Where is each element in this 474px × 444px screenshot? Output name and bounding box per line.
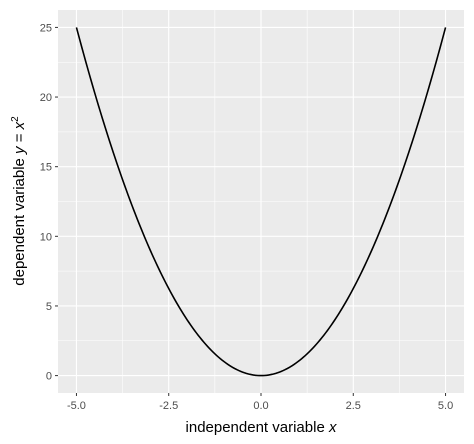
y-axis-title-var: y bbox=[11, 145, 28, 155]
x-tick-label: 5.0 bbox=[438, 400, 453, 412]
x-tick-label: 0.0 bbox=[253, 400, 268, 412]
y-tick-label: 0 bbox=[46, 371, 52, 383]
y-axis-title: dependent variable y = x2 bbox=[10, 116, 28, 286]
x-tick-label: -2.5 bbox=[159, 400, 178, 412]
x-axis-title-text: independent variable bbox=[186, 419, 329, 436]
y-tick-label: 10 bbox=[40, 231, 52, 243]
x-axis-title-var: x bbox=[328, 419, 337, 436]
y-tick-label: 15 bbox=[40, 162, 52, 174]
y-axis-title-text: dependent variable bbox=[11, 154, 28, 286]
y-axis-ticks: 0 5 10 15 20 25 bbox=[40, 22, 58, 383]
y-axis-title-sup: 2 bbox=[10, 116, 21, 122]
y-tick-label: 5 bbox=[46, 301, 52, 313]
y-axis-title-var2: x bbox=[11, 121, 28, 130]
x-axis-ticks: -5.0 -2.5 0.0 2.5 5.0 bbox=[67, 393, 453, 412]
y-tick-label: 20 bbox=[40, 92, 52, 104]
y-axis-title-eq: = bbox=[11, 129, 28, 146]
x-tick-label: 2.5 bbox=[346, 400, 361, 412]
x-axis-title: independent variable x bbox=[186, 419, 337, 436]
y-tick-label: 25 bbox=[40, 22, 52, 34]
x-tick-label: -5.0 bbox=[67, 400, 86, 412]
parabola-line bbox=[75, 27, 447, 377]
